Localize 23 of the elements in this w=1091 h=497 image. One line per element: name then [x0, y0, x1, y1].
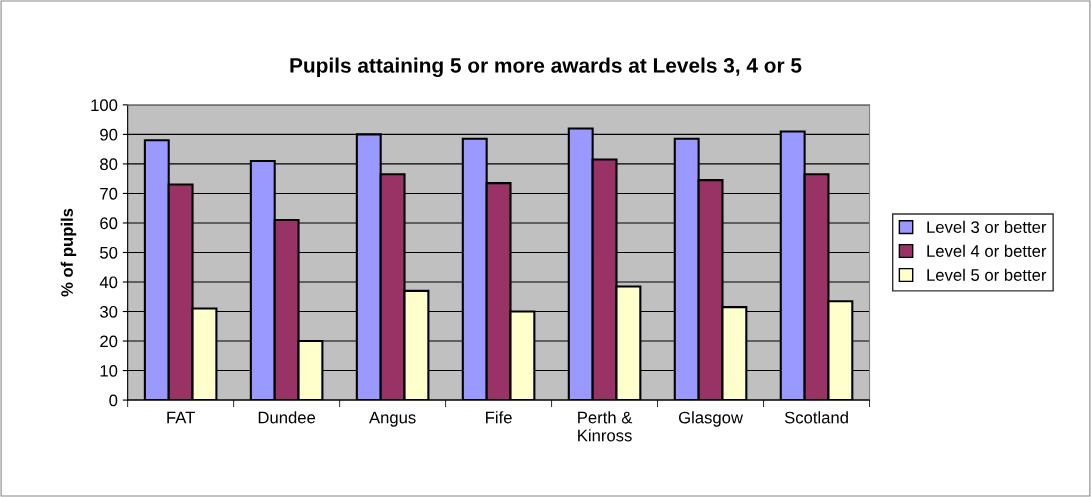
- y-tick-label: 0: [109, 394, 118, 407]
- y-tick-label: 70: [100, 187, 118, 200]
- x-tick-label: Fife: [486, 411, 512, 424]
- y-tick-label: 40: [99, 276, 118, 289]
- chart-title: Pupils attaining 5 or more awards at Levels 3, 4 or 5: [290, 57, 802, 78]
- y-tick-label: 100: [91, 99, 118, 112]
- y-tick-label: 80: [100, 158, 118, 171]
- x-tick-label: Angus: [369, 411, 416, 427]
- legend-label: Level 4 or better: [927, 244, 1047, 257]
- y-tick-label: 60: [100, 217, 118, 230]
- y-tick-label: 50: [100, 246, 118, 259]
- x-tick-label: FAT: [167, 411, 195, 424]
- legend-label: Level 5 or better: [927, 268, 1047, 281]
- x-tick-label: Scotland: [784, 411, 848, 424]
- y-tick-label: 30: [100, 305, 118, 318]
- x-tick-label: Glasgow: [678, 411, 744, 427]
- x-tick-label: Dundee: [258, 411, 316, 424]
- y-tick-label: 90: [100, 128, 118, 141]
- x-tick-label: Perth & Kinross: [578, 411, 633, 442]
- y-tick-label: 20: [100, 335, 118, 348]
- legend-label: Level 3 or better: [927, 220, 1047, 234]
- y-axis-title: % of pupils: [60, 208, 77, 297]
- y-tick-label: 10: [100, 364, 118, 377]
